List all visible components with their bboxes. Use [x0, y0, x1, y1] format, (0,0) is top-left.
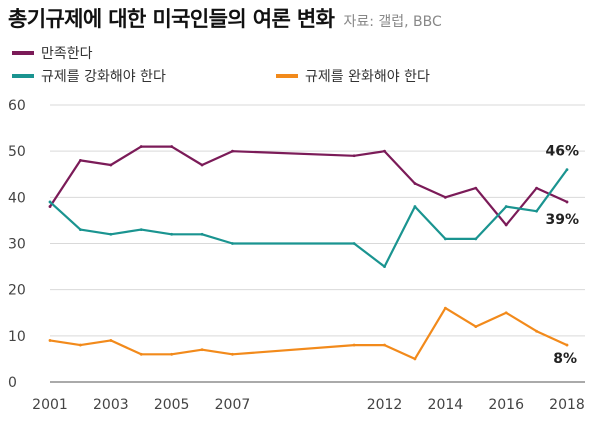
end-label-0: 39% [545, 212, 579, 228]
data-point-2-2003 [109, 339, 113, 342]
x-tick-label-2018: 2018 [549, 397, 585, 413]
y-tick-label-40: 40 [8, 190, 26, 206]
data-point-1-2001 [48, 200, 52, 204]
y-tick-label-0: 0 [8, 375, 17, 391]
y-tick-label-20: 20 [8, 283, 26, 299]
data-point-2-2006 [200, 348, 204, 352]
data-point-0-2006 [200, 163, 204, 167]
data-point-2-2005 [170, 352, 174, 356]
data-point-1-2003 [109, 232, 113, 236]
data-point-0-2014 [443, 195, 447, 199]
data-point-2-2016 [504, 311, 508, 315]
data-point-2-2017 [535, 329, 538, 333]
y-tick-label-50: 50 [8, 144, 26, 160]
data-point-2-2012 [383, 343, 386, 347]
x-tick-label-2001: 2001 [32, 397, 68, 413]
legend-item-satisfied: 만족한다 [12, 43, 93, 63]
legend-item-strengthen: 규제를 강화해야 한다 [12, 66, 166, 86]
end-label-2: 8% [553, 351, 577, 367]
data-point-0-2011 [352, 154, 356, 158]
data-point-1-2016 [504, 205, 508, 208]
data-point-2-2015 [474, 325, 478, 328]
series-line-1 [49, 168, 568, 268]
data-point-0-2012 [383, 149, 386, 153]
data-point-0-2016 [504, 223, 508, 227]
x-tick-label-2012: 2012 [367, 397, 403, 413]
data-point-0-2007 [231, 149, 234, 153]
data-point-2-2007 [231, 352, 234, 356]
source-note: 자료: 갤럽, BBC [343, 14, 442, 30]
legend-swatch-relax [276, 74, 298, 78]
x-tick-label-2014: 2014 [428, 397, 464, 413]
data-point-0-2017 [535, 186, 538, 190]
data-point-2-2011 [352, 343, 356, 347]
y-tick-label-30: 30 [8, 237, 26, 253]
x-tick-label-2005: 2005 [154, 397, 190, 413]
y-tick-label-60: 60 [8, 98, 26, 114]
legend-swatch-strengthen [12, 74, 34, 78]
data-point-1-2014 [443, 237, 447, 241]
data-point-1-2005 [170, 232, 174, 236]
legend-swatch-satisfied [12, 51, 34, 55]
data-point-1-2007 [231, 242, 234, 245]
data-point-0-2004 [139, 145, 143, 148]
data-point-0-2003 [109, 163, 113, 167]
data-point-1-2013 [413, 205, 417, 208]
data-point-2-2018 [565, 343, 569, 347]
data-point-1-2004 [139, 228, 143, 232]
data-point-2-2001 [48, 339, 52, 342]
data-point-2-2002 [79, 343, 82, 347]
data-point-1-2018 [565, 168, 569, 172]
data-point-0-2002 [79, 159, 82, 162]
data-point-0-2005 [170, 145, 174, 148]
data-point-0-2013 [413, 182, 417, 185]
legend-item-relax: 규제를 완화해야 한다 [276, 66, 430, 86]
legend-label-relax: 규제를 완화해야 한다 [305, 69, 430, 85]
legend-label-strengthen: 규제를 강화해야 한다 [41, 69, 166, 85]
y-tick-label-10: 10 [8, 329, 26, 345]
data-point-2-2013 [413, 357, 417, 361]
data-point-1-2012 [383, 265, 386, 268]
x-tick-label-2016: 2016 [488, 397, 524, 413]
data-point-1-2015 [474, 237, 478, 241]
data-point-1-2017 [535, 209, 538, 213]
chart-title-text: 총기규제에 대한 미국인들의 여론 변화 [8, 7, 335, 31]
legend-label-satisfied: 만족한다 [41, 46, 93, 62]
end-label-1: 46% [545, 144, 579, 160]
data-point-2-2014 [443, 306, 447, 310]
data-point-0-2015 [474, 186, 478, 190]
x-tick-label-2007: 2007 [215, 397, 251, 413]
data-point-0-2001 [48, 205, 52, 208]
data-point-0-2018 [565, 200, 569, 204]
series-line-2 [49, 307, 568, 360]
data-point-1-2006 [200, 232, 204, 236]
chart-title: 총기규제에 대한 미국인들의 여론 변화 자료: 갤럽, BBC [8, 3, 598, 33]
data-point-1-2002 [79, 228, 82, 232]
series-line-0 [49, 145, 568, 227]
data-point-2-2004 [139, 352, 143, 356]
data-point-1-2011 [352, 242, 356, 245]
x-tick-label-2003: 2003 [93, 397, 129, 413]
